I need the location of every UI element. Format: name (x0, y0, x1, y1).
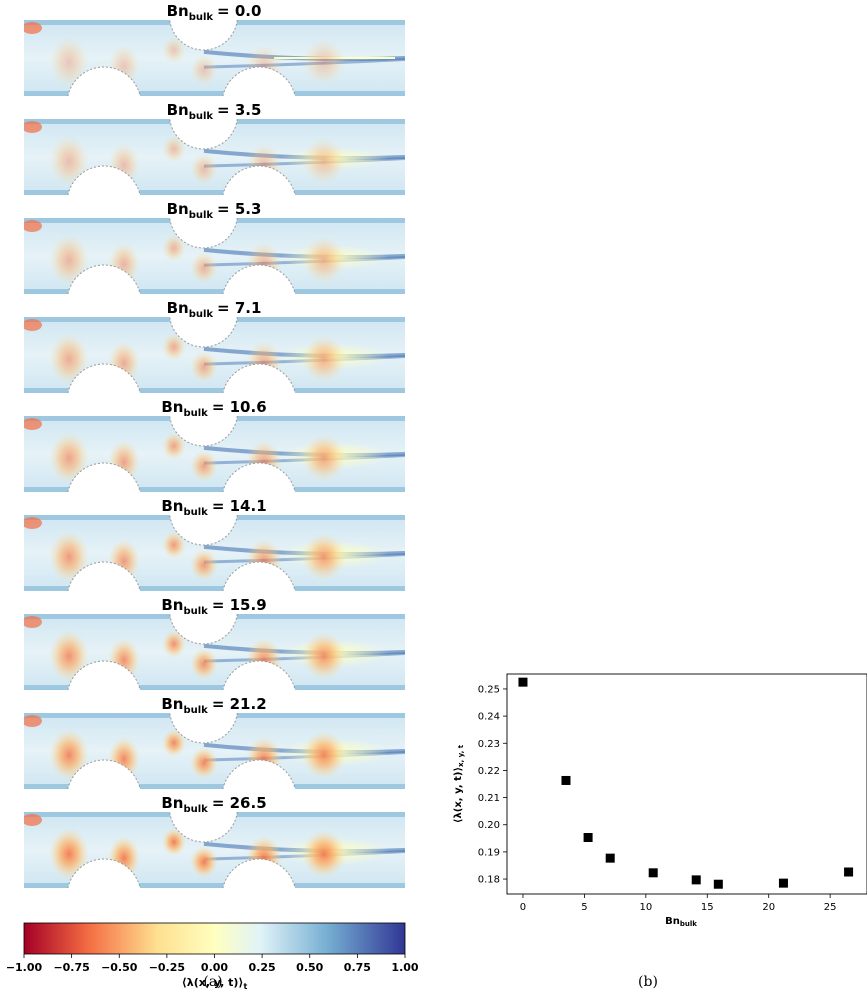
x-tick-label: 0 (520, 902, 526, 913)
y-tick-label: 0.21 (478, 793, 500, 804)
field-panel (24, 20, 405, 96)
colorbar-tick-label: 1.00 (391, 961, 418, 974)
data-point (648, 868, 658, 878)
panel-title: Bnbulk = 21.2 (161, 695, 266, 716)
field-panel (24, 317, 405, 393)
y-tick-label: 0.18 (478, 875, 500, 886)
x-tick-label: 20 (762, 902, 775, 913)
field-panel (24, 812, 405, 888)
caption-b: (b) (638, 974, 658, 990)
data-point (691, 875, 701, 885)
panel-title: Bnbulk = 15.9 (161, 596, 266, 617)
plot-frame (506, 673, 867, 895)
x-tick-label: 15 (701, 902, 714, 913)
scatter-chart: 0 5 10 15 20 25 0.18 0.19 0.20 0.21 0.22 0.23 0.24 0.… (453, 673, 867, 928)
panel-title: Bnbulk = 26.5 (161, 794, 266, 815)
y-axis-label: ⟨λ(x, y, t)⟩x, y, t (453, 744, 465, 823)
colorbar-tick-label: 0.00 (201, 961, 228, 974)
captions: (a) (b) (203, 974, 658, 990)
panel-title: Bnbulk = 5.3 (167, 200, 262, 221)
panel-title: Bnbulk = 3.5 (167, 101, 262, 122)
colorbar-tick-label: −0.25 (149, 961, 185, 974)
panel-title: Bnbulk = 7.1 (167, 299, 262, 320)
colorbar-label: ⟨λ(x, y, t)⟩t (182, 976, 248, 991)
y-tick-label: 0.23 (478, 739, 500, 750)
colorbar-tick-label: 0.75 (344, 961, 371, 974)
field-panel (24, 416, 405, 492)
y-tick-label: 0.24 (478, 712, 500, 723)
x-tick-label: 10 (639, 902, 652, 913)
panel-title: Bnbulk = 10.6 (161, 398, 266, 419)
y-tick-label: 0.19 (478, 847, 500, 858)
data-point (583, 833, 593, 843)
panel-title: Bnbulk = 0.0 (167, 2, 262, 23)
y-tick-label: 0.25 (478, 684, 500, 695)
field-panel (24, 119, 405, 195)
colorbar-tick-label: −1.00 (6, 961, 43, 974)
colorbar-tick-label: 0.50 (296, 961, 323, 974)
y-tick-label: 0.20 (478, 820, 500, 831)
data-point (844, 867, 854, 877)
x-axis-label: Bnbulk (665, 916, 697, 928)
caption-a: (a) (203, 974, 222, 990)
data-point (605, 853, 615, 863)
colorbar-tick-label: −0.50 (101, 961, 138, 974)
x-tick-label: 5 (581, 902, 587, 913)
x-tick-label: 25 (824, 902, 837, 913)
data-point (518, 677, 528, 687)
field-panel (24, 614, 405, 690)
y-tick-label: 0.22 (478, 766, 500, 777)
colorbar-gradient (23, 922, 406, 955)
colorbar-tick-label: −0.75 (53, 961, 89, 974)
field-panels: Bnbulk = 0.0 Bnbulk = 3.5 Bnbulk = 5.3 Bnbulk =… (24, 2, 405, 888)
data-point (713, 879, 723, 889)
colorbar: −1.00 −0.75 −0.50 −0.25 0.00 0.25 0.50 0.75 1.00… (6, 922, 419, 991)
data-point (561, 775, 571, 785)
field-panel (24, 218, 405, 294)
data-point (778, 878, 788, 888)
field-panel (24, 713, 405, 789)
field-panel (24, 515, 405, 591)
panel-title: Bnbulk = 14.1 (161, 497, 266, 518)
colorbar-tick-label: 0.25 (249, 961, 276, 974)
